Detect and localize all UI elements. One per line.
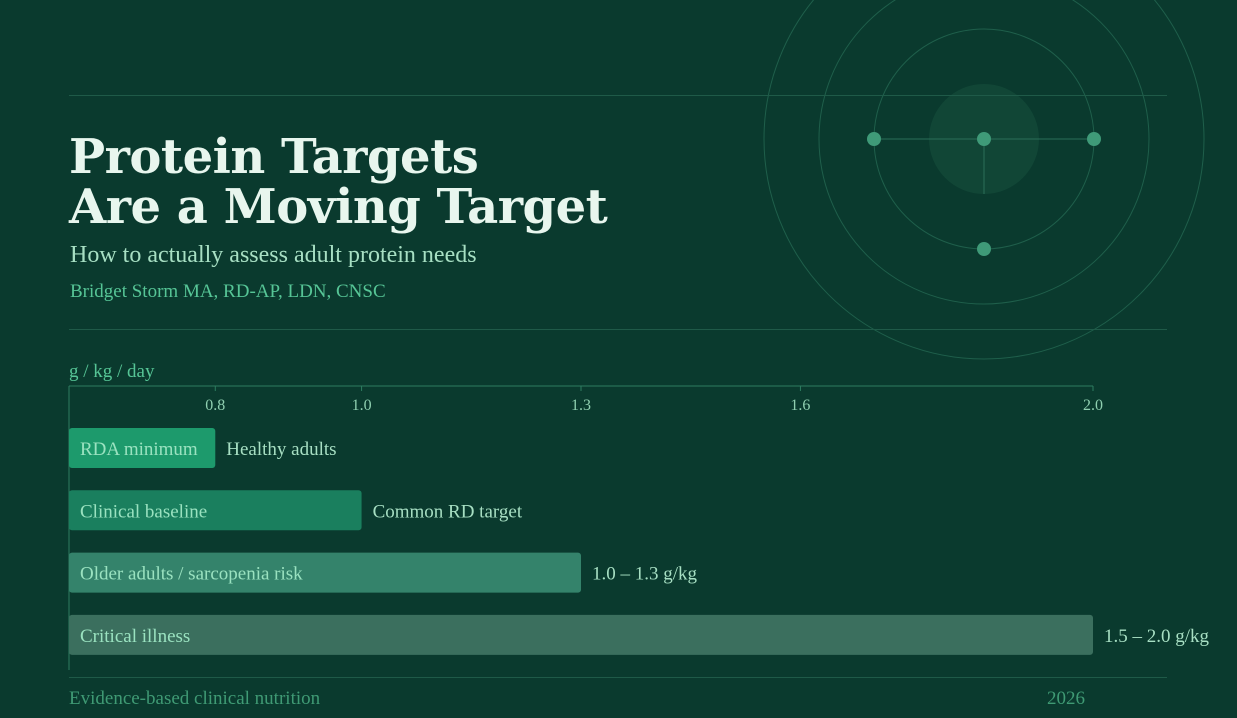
target-ring-outer xyxy=(763,0,1205,360)
x-tick-label: 1.6 xyxy=(790,397,810,414)
x-tick-label: 2.0 xyxy=(1083,397,1103,414)
x-tick-label: 1.0 xyxy=(352,397,372,414)
target-ring-middle xyxy=(818,0,1150,305)
footer-divider xyxy=(69,677,1167,678)
bar-annotation-label: 1.5 – 2.0 g/kg xyxy=(1104,626,1210,647)
x-tick-label: 0.8 xyxy=(205,397,225,414)
bar xyxy=(69,614,1093,655)
bar-category-label: RDA minimum xyxy=(80,439,198,460)
header-divider xyxy=(69,329,1167,330)
bar-annotation-label: Healthy adults xyxy=(226,439,336,460)
bar-annotation-label: 1.0 – 1.3 g/kg xyxy=(592,564,698,585)
x-tick-label: 1.3 xyxy=(571,397,591,414)
bar xyxy=(69,490,362,531)
page-title: Protein Targets Are a Moving Target xyxy=(69,129,608,235)
footer-left-text: Evidence-based clinical nutrition xyxy=(69,688,321,709)
target-dot-center xyxy=(977,132,991,146)
bar xyxy=(69,552,581,593)
title-line-2: Are a Moving Target xyxy=(69,179,608,235)
target-dot-left xyxy=(867,132,881,146)
bar-category-label: Older adults / sarcopenia risk xyxy=(80,564,303,585)
bar-category-label: Clinical baseline xyxy=(80,501,207,522)
axis-unit-label: g / kg / day xyxy=(69,361,155,382)
bar-annotation-label: Common RD target xyxy=(373,501,523,522)
target-dot-right xyxy=(1087,132,1101,146)
title-line-1: Protein Targets xyxy=(69,129,479,185)
author-credit: Bridget Storm MA, RD-AP, LDN, CNSC xyxy=(70,281,386,302)
footer-year: 2026 xyxy=(1047,688,1085,709)
top-rule xyxy=(69,95,1167,96)
bar xyxy=(69,428,216,468)
page-subtitle: How to actually assess adult protein nee… xyxy=(70,242,477,268)
target-dot-bottom xyxy=(977,242,991,256)
bar-category-label: Critical illness xyxy=(80,626,190,647)
